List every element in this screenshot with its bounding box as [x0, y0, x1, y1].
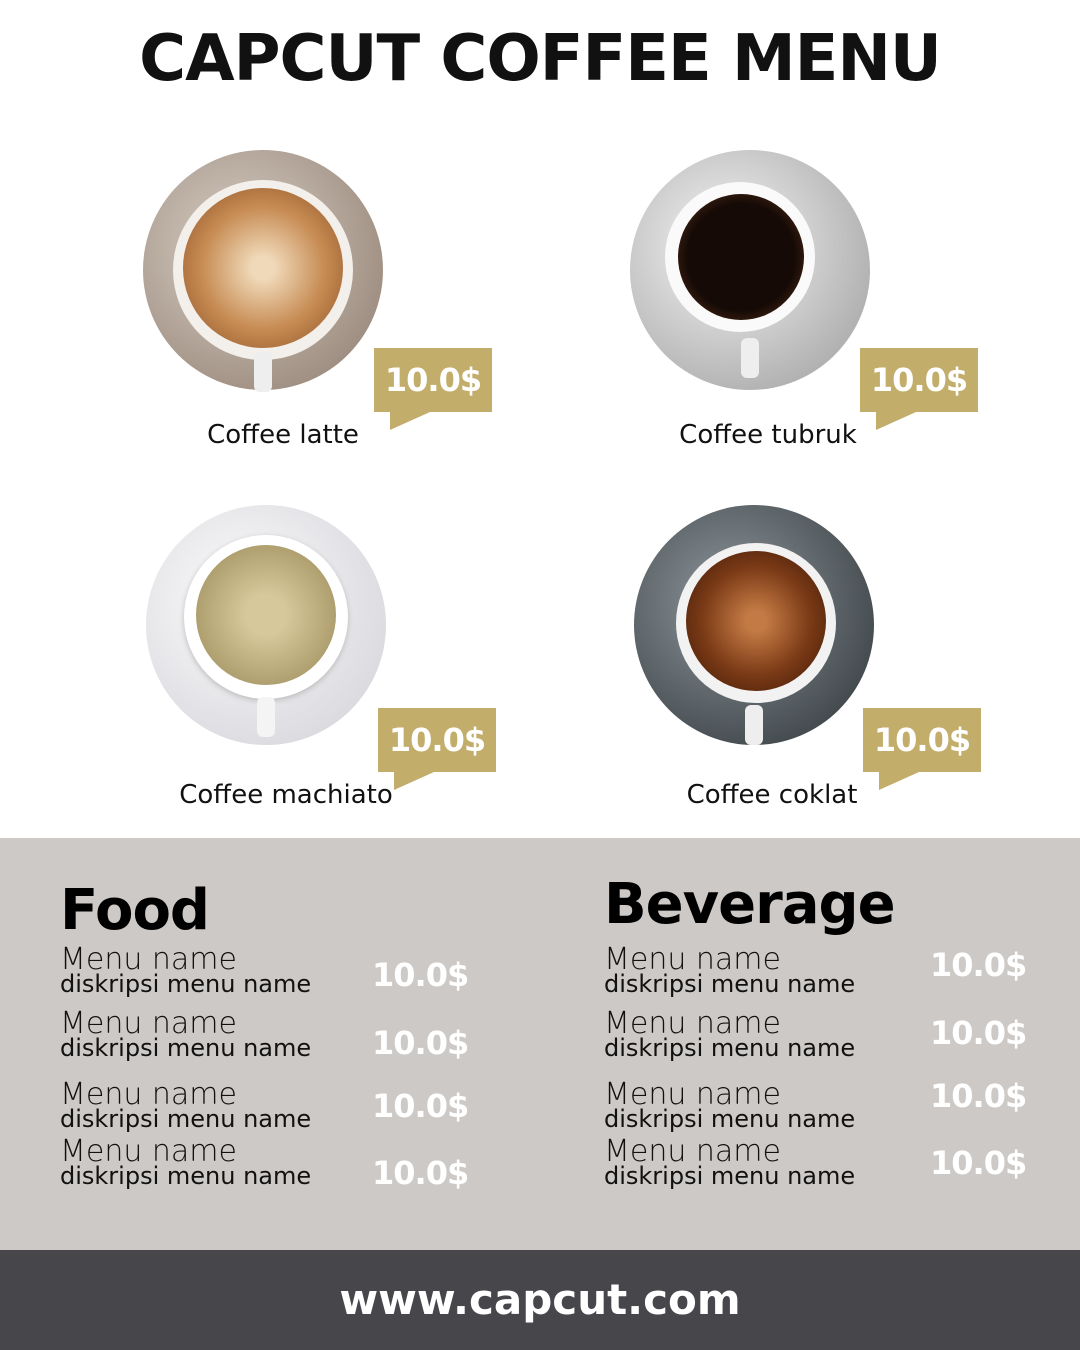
item-price: 10.0$: [930, 1077, 1027, 1115]
price-tag: 10.0$: [378, 708, 496, 790]
item-name: Menu name: [60, 1134, 237, 1169]
item-desc: diskripsi menu name: [604, 970, 856, 998]
item-desc: diskripsi menu name: [604, 1162, 856, 1190]
item-price: 10.0$: [930, 946, 1027, 984]
food-item: Menu name diskripsi menu name 10.0$: [60, 1134, 500, 1200]
price-tag: 10.0$: [863, 708, 981, 790]
item-price: 10.0$: [372, 956, 469, 994]
item-desc: diskripsi menu name: [60, 1034, 312, 1062]
item-name: Menu name: [60, 1077, 237, 1112]
item-desc: diskripsi menu name: [60, 1162, 312, 1190]
item-name: Menu name: [604, 942, 781, 977]
food-item: Menu name diskripsi menu name 10.0$: [60, 1006, 500, 1072]
item-desc: diskripsi menu name: [60, 970, 312, 998]
coffee-name: Coffee tubruk: [679, 420, 857, 450]
item-price: 10.0$: [930, 1144, 1027, 1182]
menu-panel: Food Menu name diskripsi menu name 10.0$ M…: [0, 838, 1080, 1250]
item-desc: diskripsi menu name: [604, 1034, 856, 1062]
coffee-coklat-image: [634, 505, 874, 745]
item-name: Menu name: [604, 1077, 781, 1112]
beverage-item: Menu name diskripsi menu name 10.0$: [604, 1077, 1044, 1143]
beverage-heading: Beverage: [604, 872, 896, 937]
item-price: 10.0$: [930, 1014, 1027, 1052]
coffee-name: Coffee latte: [207, 420, 359, 450]
item-name: Menu name: [604, 1134, 781, 1169]
coffee-name: Coffee coklat: [686, 780, 858, 810]
coffee-latte-image: [143, 150, 383, 392]
food-heading: Food: [60, 878, 210, 943]
food-item: Menu name diskripsi menu name 10.0$: [60, 1077, 500, 1143]
coffee-tubruk-image: [630, 150, 870, 390]
item-name: Menu name: [604, 1006, 781, 1041]
item-price: 10.0$: [372, 1087, 469, 1125]
food-item: Menu name diskripsi menu name 10.0$: [60, 942, 500, 1008]
page-title: CAPCUT COFFEE MENU: [139, 22, 942, 96]
item-desc: diskripsi menu name: [60, 1105, 312, 1133]
beverage-item: Menu name diskripsi menu name 10.0$: [604, 1134, 1044, 1200]
beverage-item: Menu name diskripsi menu name 10.0$: [604, 942, 1044, 1008]
item-name: Menu name: [60, 1006, 237, 1041]
beverage-item: Menu name diskripsi menu name 10.0$: [604, 1006, 1044, 1072]
item-name: Menu name: [60, 942, 237, 977]
price-tag: 10.0$: [860, 348, 978, 430]
coffee-machiato-image: [146, 505, 386, 745]
footer-url[interactable]: www.capcut.com: [0, 1250, 1080, 1350]
item-desc: diskripsi menu name: [604, 1105, 856, 1133]
coffee-name: Coffee machiato: [179, 780, 393, 810]
price-tag: 10.0$: [374, 348, 492, 430]
item-price: 10.0$: [372, 1154, 469, 1192]
item-price: 10.0$: [372, 1024, 469, 1062]
